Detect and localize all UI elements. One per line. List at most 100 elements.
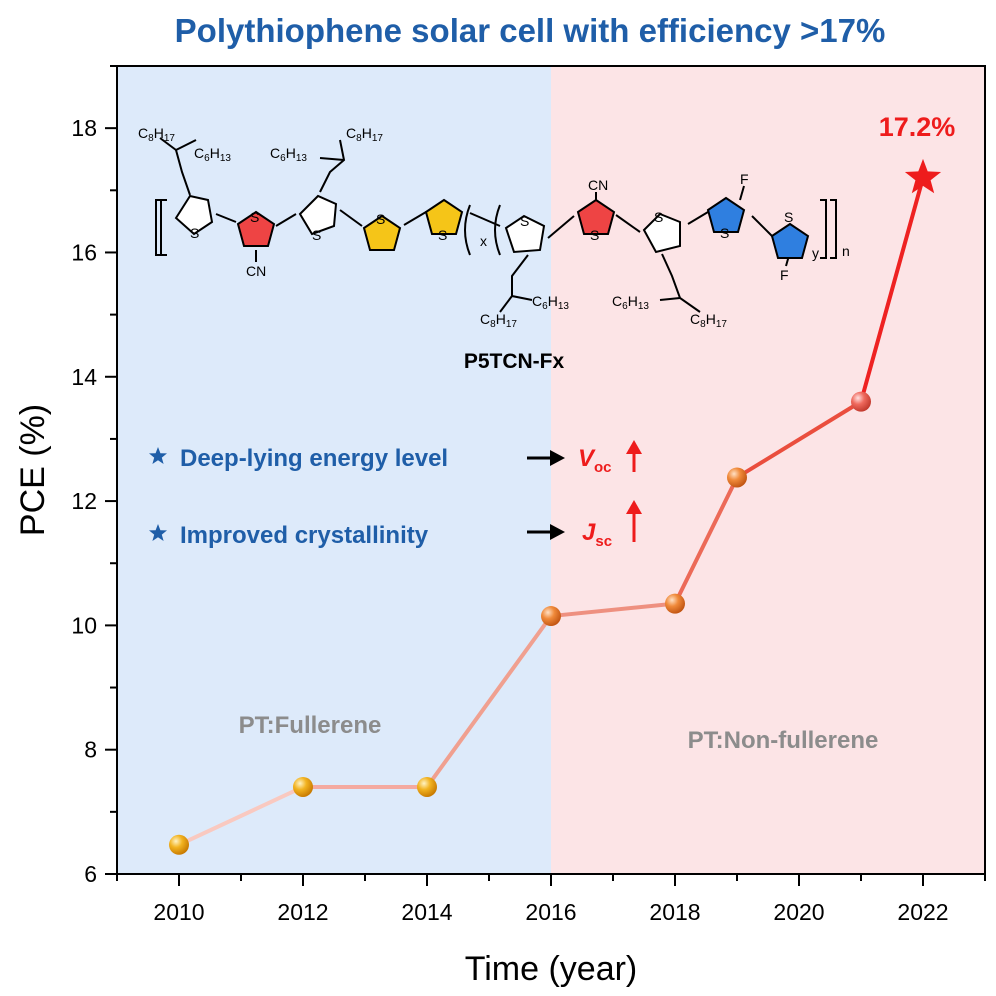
- up-arrow-icon: [626, 500, 642, 542]
- series-line-segment: [673, 475, 739, 606]
- alkyl-c-count: 8: [490, 319, 496, 330]
- data-point: [293, 776, 313, 797]
- x-axis-title: Time (year): [465, 950, 638, 988]
- alkyl-h: H: [628, 293, 638, 309]
- param-voc: Voc: [578, 445, 612, 476]
- x-tick-label: 2012: [277, 899, 328, 925]
- x-tick-label: 2014: [401, 899, 452, 925]
- region-non-fullerene: [551, 66, 985, 874]
- alkyl-h: H: [286, 145, 296, 161]
- series-line-segment: [425, 614, 553, 789]
- alkyl-h: H: [362, 125, 372, 141]
- x-tick-label: 2022: [897, 899, 948, 925]
- alkyl-h: H: [548, 293, 558, 309]
- atom-label-s: S: [590, 227, 599, 243]
- polymer-name: P5TCN-Fx: [464, 350, 565, 373]
- structure-bonds: [155, 137, 837, 313]
- series-points: [169, 391, 871, 855]
- thiophene-ring-yellow: [362, 214, 402, 251]
- y-tick-label: 14: [71, 364, 97, 390]
- alkyl-c: C: [690, 311, 700, 327]
- bullet-star-icon: [149, 524, 167, 541]
- x-tick-label: 2010: [153, 899, 204, 925]
- bullet-energy-level: Deep-lying energy level: [180, 445, 448, 472]
- alkyl-c: C: [346, 125, 356, 141]
- alkyl-h-count: 17: [164, 133, 176, 144]
- alkyl-c: C: [138, 125, 148, 141]
- alkyl-c6h13: C6H13: [612, 293, 649, 312]
- alkyl-c-count: 6: [542, 301, 548, 312]
- param-jsc-main: J: [582, 519, 596, 546]
- alkyl-c6h13: C6H13: [194, 145, 231, 164]
- y-tick-label: 6: [84, 861, 97, 887]
- bullet-star-icon: [149, 447, 167, 464]
- param-voc-main: V: [578, 445, 596, 472]
- polymer-structure: S S S S S S S S S S CN CN F F x y n C8H1…: [138, 125, 850, 373]
- thiophene-ring-f: [706, 196, 746, 233]
- atom-label-f: F: [780, 267, 789, 283]
- alkyl-h: H: [706, 311, 716, 327]
- alkyl-c8h17: C8H17: [138, 125, 175, 144]
- subscript-y: y: [812, 245, 819, 261]
- x-tick-label: 2016: [525, 899, 576, 925]
- annotation-energy-level: Deep-lying energy level Voc: [149, 440, 642, 476]
- atom-label-s: S: [250, 209, 259, 225]
- alkyl-c6h13: C6H13: [270, 145, 307, 164]
- alkyl-c: C: [612, 293, 622, 309]
- data-point: [541, 606, 561, 627]
- x-tick-label: 2018: [649, 899, 700, 925]
- thiophene-ring: [504, 214, 546, 254]
- y-tick-label: 12: [71, 488, 97, 514]
- atom-label-s: S: [784, 209, 793, 225]
- alkyl-h: H: [210, 145, 220, 161]
- right-arrow-icon: [527, 524, 565, 540]
- alkyl-h-count: 17: [716, 319, 728, 330]
- alkyl-c-count: 6: [622, 301, 628, 312]
- alkyl-c-count: 8: [356, 133, 362, 144]
- atom-label-f: F: [740, 171, 749, 187]
- x-tick-label: 2020: [773, 899, 824, 925]
- thiophene-ring-cn: [236, 210, 276, 247]
- alkyl-h-count: 17: [372, 133, 384, 144]
- data-point: [169, 834, 189, 855]
- region-label-non-fullerene: PT:Non-fullerene: [688, 727, 879, 754]
- thiophene-ring: [642, 212, 681, 254]
- alkyl-h-count: 13: [296, 153, 308, 164]
- atom-label-s: S: [520, 213, 529, 229]
- thiophene-ring-f: [770, 222, 810, 259]
- thiophene-ring: [174, 194, 214, 236]
- record-label: 17.2%: [879, 112, 956, 142]
- atom-label-s: S: [312, 227, 321, 243]
- alkyl-h-count: 13: [638, 301, 650, 312]
- atom-label-s: S: [654, 209, 663, 225]
- right-arrow-icon: [527, 450, 565, 466]
- y-axis-title: PCE (%): [14, 404, 52, 536]
- series-line-segment: [859, 175, 925, 404]
- region-label-fullerene: PT:Fullerene: [239, 712, 382, 739]
- thiophene-ring-yellow: [424, 198, 464, 235]
- alkyl-c-count: 6: [204, 153, 210, 164]
- param-jsc-sub: sc: [595, 533, 612, 550]
- alkyl-h: H: [496, 311, 506, 327]
- alkyl-c-count: 8: [148, 133, 154, 144]
- atom-label-s: S: [720, 225, 729, 241]
- subscript-x: x: [480, 233, 487, 249]
- alkyl-c6h13: C6H13: [532, 293, 569, 312]
- annotation-crystallinity: Improved crystallinity Jsc: [149, 500, 642, 550]
- atom-label-s: S: [376, 211, 385, 227]
- bullet-crystallinity: Improved crystallinity: [180, 522, 429, 549]
- alkyl-h-count: 13: [558, 301, 570, 312]
- alkyl-h-count: 13: [220, 153, 232, 164]
- data-point: [417, 776, 437, 797]
- param-voc-sub: oc: [594, 459, 612, 476]
- alkyl-h-count: 17: [506, 319, 518, 330]
- alkyl-c-count: 6: [280, 153, 286, 164]
- axis-ticks: [105, 65, 986, 886]
- record-star-marker: [904, 158, 942, 194]
- alkyl-c-count: 8: [700, 319, 706, 330]
- y-tick-label: 16: [71, 239, 97, 265]
- data-point: [727, 467, 747, 488]
- thiophene-ring-cn: [576, 198, 616, 235]
- atom-label-s: S: [190, 225, 199, 241]
